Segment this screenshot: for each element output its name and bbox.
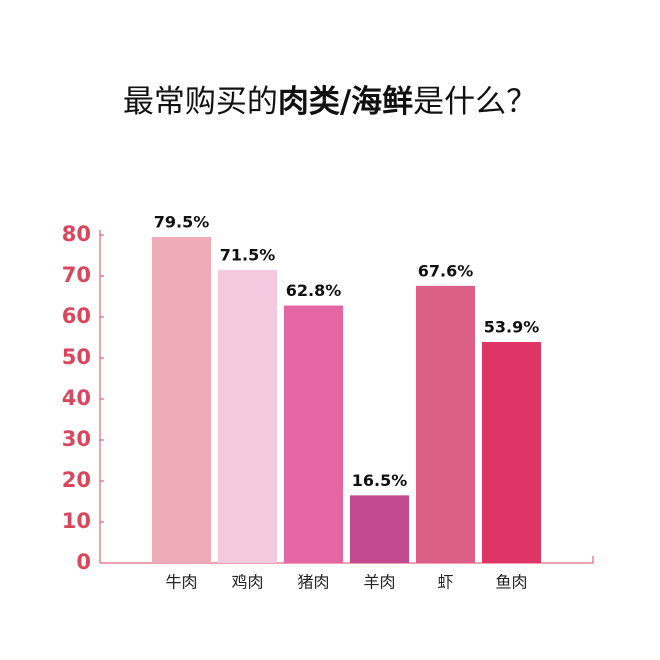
value-label: 53.9%	[484, 318, 540, 337]
value-label: 67.6%	[418, 261, 474, 280]
y-tick-label: 80	[62, 222, 91, 246]
bar	[416, 285, 475, 563]
bar	[350, 495, 409, 563]
bar	[284, 305, 343, 563]
value-label: 71.5%	[220, 245, 276, 264]
bar	[482, 342, 541, 563]
y-tick-label: 50	[62, 345, 91, 369]
x-tick-label: 鸡肉	[231, 573, 263, 592]
x-tick-label: 鱼肉	[495, 573, 527, 592]
y-tick-label: 10	[62, 509, 91, 533]
y-tick-label: 40	[62, 386, 91, 410]
chart-title: 最常购买的肉类/海鲜是什么？	[123, 84, 537, 120]
value-label: 16.5%	[352, 471, 408, 490]
bar	[152, 237, 211, 564]
y-tick-label: 0	[76, 550, 91, 574]
title-part: 是什么？	[413, 84, 537, 120]
x-tick-label: 羊肉	[363, 573, 395, 592]
value-label: 62.8%	[286, 281, 342, 300]
title-part: 最常购买的	[123, 84, 278, 120]
y-tick-label: 20	[62, 468, 91, 492]
x-tick-label: 虾	[437, 573, 453, 592]
value-label: 79.5%	[154, 213, 210, 232]
y-tick-label: 60	[62, 304, 91, 328]
x-tick-label: 猪肉	[297, 573, 329, 592]
bar	[218, 269, 277, 563]
y-tick-label: 70	[62, 263, 91, 287]
x-tick-label: 牛肉	[165, 573, 197, 592]
title-part: 肉类/海鲜	[278, 84, 413, 120]
y-tick-label: 30	[62, 427, 91, 451]
